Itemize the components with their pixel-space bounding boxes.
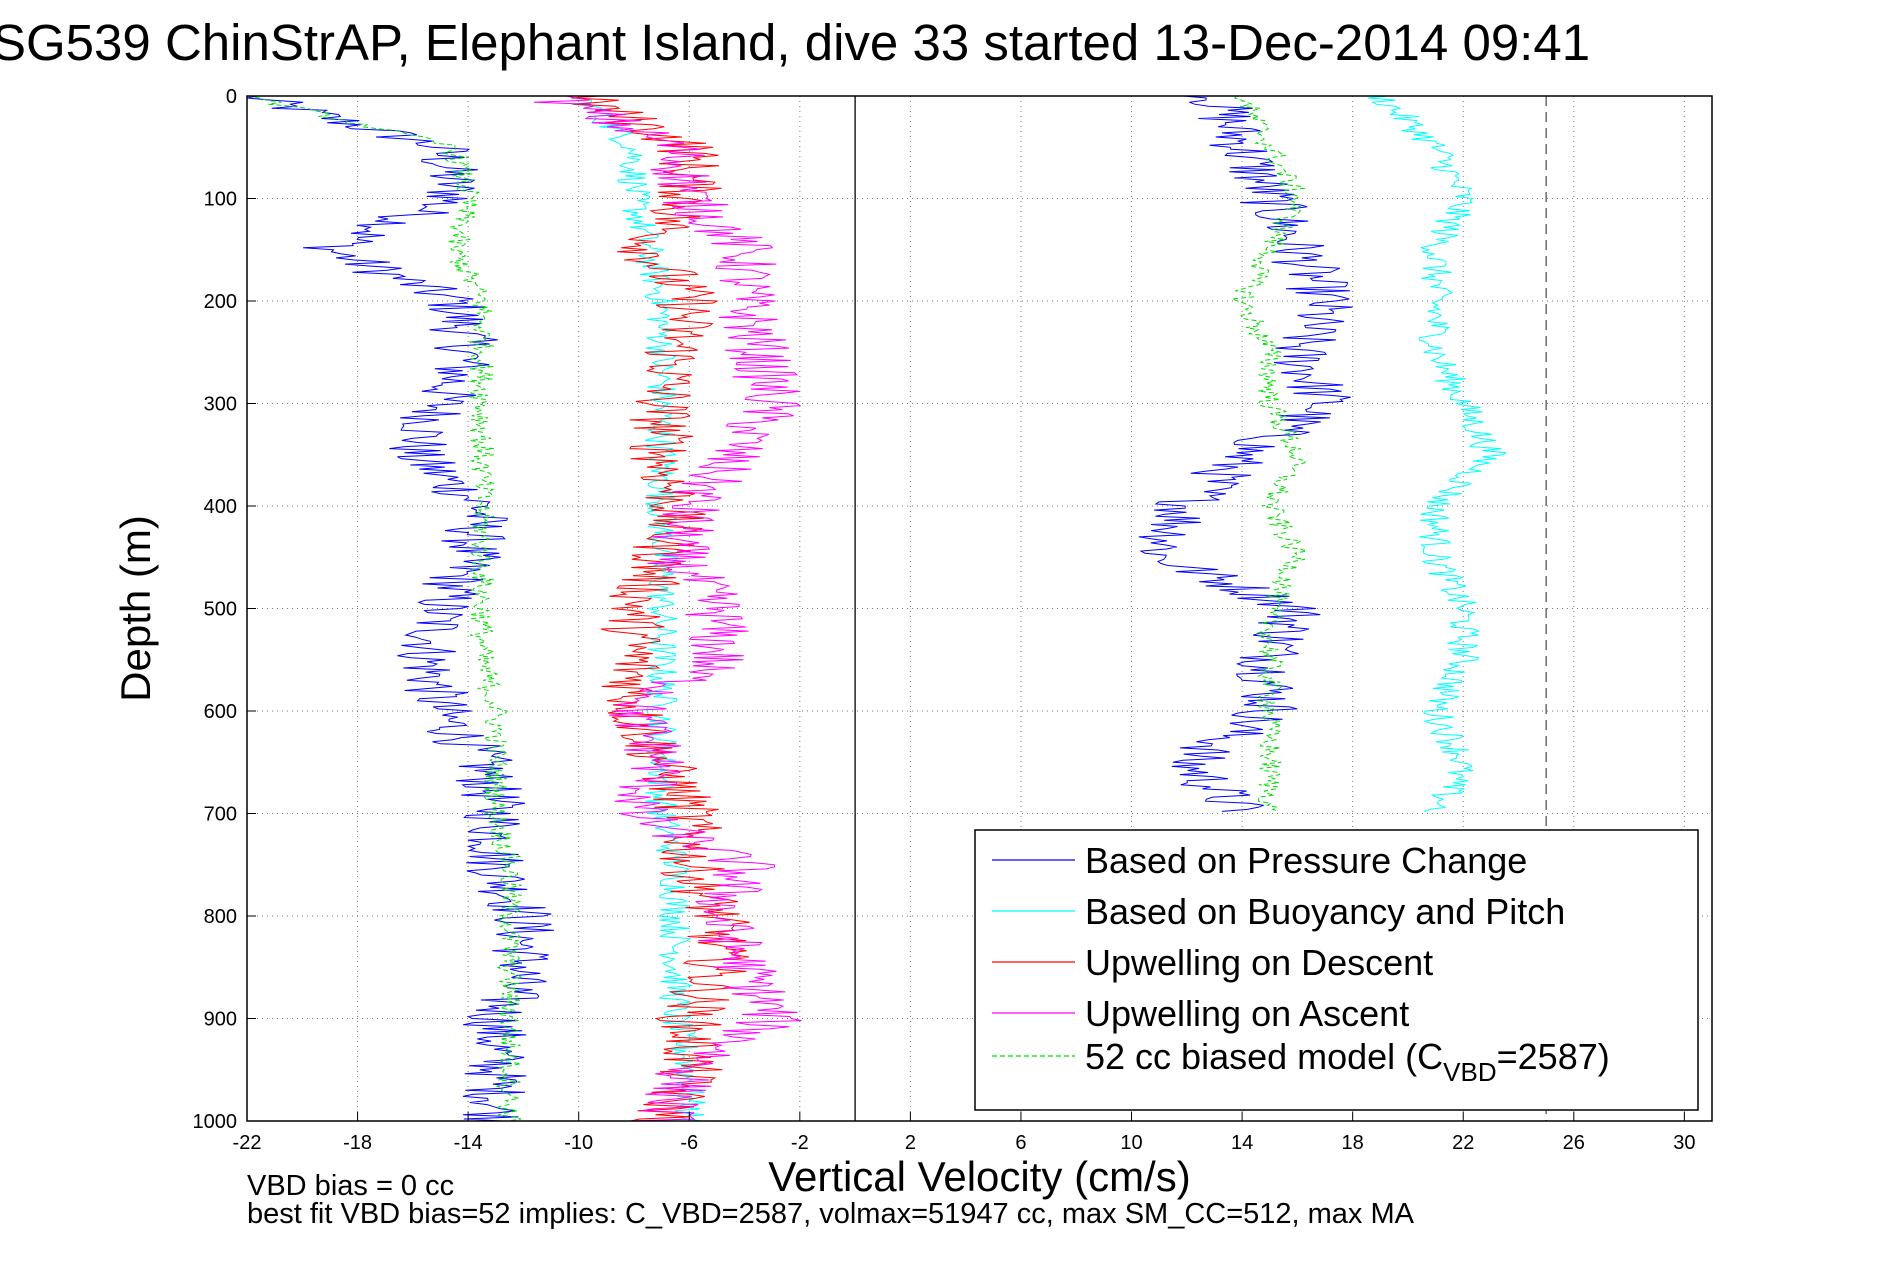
series-line-based-on-pressure-change	[246, 95, 555, 1122]
y-tick-label: 800	[204, 906, 237, 928]
x-tick-label: -18	[343, 1132, 372, 1154]
legend-label: Upwelling on Descent	[1085, 942, 1433, 983]
y-tick-label: 1000	[193, 1111, 238, 1133]
series-line-upwelling-on-ascent	[533, 95, 802, 1122]
x-axis-label: Vertical Velocity (cm/s)	[768, 1153, 1190, 1200]
x-tick-label: -22	[233, 1132, 262, 1154]
x-tick-label: 30	[1673, 1132, 1695, 1154]
legend-label: Upwelling on Ascent	[1085, 993, 1409, 1034]
legend: Based on Pressure Change Based on Buoyanc…	[974, 829, 1699, 1111]
chart-title: SG539 ChinStrAP, Elephant Island, dive 3…	[0, 14, 1590, 71]
x-tick-label: 10	[1120, 1132, 1142, 1154]
x-tick-label: -10	[564, 1132, 593, 1154]
x-tick-label: 22	[1452, 1132, 1474, 1154]
x-tick-label: 2	[905, 1132, 916, 1154]
y-axis-label: Depth (m)	[112, 515, 159, 702]
data-series	[246, 95, 1507, 1122]
legend-label: 52 cc biased model (CVBD=2587)	[1085, 1036, 1610, 1087]
series-line-52-cc-biased-model-cvbd-2587	[1231, 95, 1309, 812]
y-tick-label: 400	[204, 496, 237, 518]
vbd-bias-note: VBD bias = 0 cc	[247, 1170, 455, 1202]
y-tick-label: 200	[204, 291, 237, 313]
x-tick-label: 14	[1231, 1132, 1253, 1154]
best-fit-note: best fit VBD bias=52 implies: C_VBD=2587…	[247, 1198, 1414, 1230]
x-tick-label: 26	[1563, 1132, 1585, 1154]
y-tick-label: 500	[204, 599, 237, 621]
x-tick-labels: -22 -18 -14 -10 -6 -2 2 6 10 14 18 22 26 30	[233, 1112, 1695, 1154]
series-line-based-on-buoyancy-and-pitch	[1367, 95, 1507, 812]
y-tick-label: 300	[204, 394, 237, 416]
legend-label: Based on Pressure Change	[1085, 840, 1527, 881]
x-tick-label: 18	[1342, 1132, 1364, 1154]
grid-lines	[246, 95, 1712, 1122]
y-tick-label: 600	[204, 701, 237, 723]
x-tick-label: 6	[1015, 1132, 1026, 1154]
x-tick-label: -14	[454, 1132, 483, 1154]
series-line-based-on-buoyancy-and-pitch	[571, 95, 706, 1122]
series-line-upwelling-on-descent	[571, 95, 750, 1122]
y-tick-label: 700	[204, 804, 237, 826]
x-tick-label: -6	[680, 1132, 698, 1154]
y-tick-labels: 0 100 200 300 400 500 600 700 800 900 1000	[193, 86, 256, 1133]
x-tick-label: -2	[791, 1132, 809, 1154]
legend-box	[974, 829, 1699, 1111]
y-tick-label: 100	[204, 189, 237, 211]
y-tick-label: 0	[226, 86, 237, 108]
legend-label: Based on Buoyancy and Pitch	[1085, 891, 1565, 932]
series-line-based-on-pressure-change	[1138, 95, 1353, 812]
series-line-52-cc-biased-model-cvbd-2587	[246, 95, 523, 1122]
y-tick-label: 900	[204, 1009, 237, 1031]
